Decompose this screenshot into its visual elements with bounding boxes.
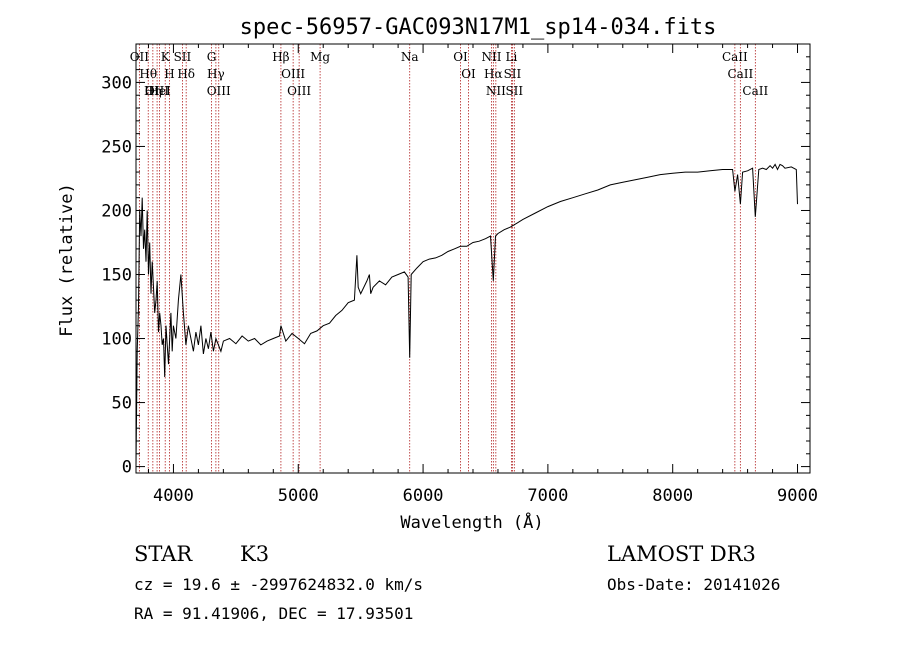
y-tick-label: 300 — [101, 73, 132, 93]
y-tick-label: 250 — [101, 137, 132, 157]
line-label: NII — [486, 84, 506, 98]
line-label: OIII — [287, 84, 311, 98]
line-label: CaII — [742, 84, 768, 98]
x-tick-label: 9000 — [777, 486, 818, 506]
line-label: OI — [461, 67, 476, 81]
line-label: Hδ — [177, 67, 195, 81]
line-label: G — [207, 50, 217, 64]
object-class: STAR — [134, 542, 193, 566]
line-label: K — [161, 50, 171, 64]
line-label: Na — [401, 50, 419, 64]
line-label: SII — [174, 50, 192, 64]
line-label: CaII — [727, 67, 753, 81]
plot-frame — [135, 43, 811, 474]
object-subclass: K3 — [240, 542, 269, 566]
line-label: Li — [506, 50, 518, 64]
y-tick-label: 0 — [122, 458, 132, 478]
y-axis-ticks: 0 50 100 150 200 250 300 — [101, 56, 810, 478]
line-label: OIII — [207, 84, 231, 98]
obs-date: Obs-Date: 20141026 — [607, 575, 780, 594]
spectral-line-labels: OIIHθHηOIIIHeIKHSIIHδGHγOIIIHβOIIIOIIIMg… — [130, 50, 769, 98]
line-label: CaII — [722, 50, 748, 64]
y-tick-label: 200 — [101, 201, 132, 221]
y-tick-label: 100 — [101, 330, 132, 350]
line-label: Mg — [310, 50, 330, 64]
line-label: Hγ — [207, 67, 225, 81]
line-label: OI — [453, 50, 468, 64]
spectral-line-markers — [138, 44, 756, 473]
line-label: SII — [504, 67, 522, 81]
x-axis-label: Wavelength (Å) — [400, 511, 543, 533]
line-label: Hα — [484, 67, 503, 81]
line-label: Hη — [144, 84, 162, 98]
chart-title: spec-56957-GAC093N17M1_sp14-034.fits — [240, 15, 717, 40]
line-label: HeI — [148, 84, 171, 98]
line-label: OIII — [281, 67, 305, 81]
survey-name: LAMOST DR3 — [607, 542, 756, 566]
x-tick-label: 8000 — [652, 486, 693, 506]
line-label: Hβ — [272, 50, 289, 64]
y-tick-label: 150 — [101, 266, 132, 286]
y-tick-label: 50 — [112, 394, 132, 414]
line-label: H — [164, 67, 174, 81]
spectrum-line — [135, 163, 798, 467]
x-axis-ticks: 4000 5000 6000 7000 8000 9000 — [147, 44, 818, 506]
x-tick-label: 5000 — [278, 486, 319, 506]
redshift-info: cz = 19.6 ± -2997624832.0 km/s — [134, 575, 423, 594]
line-label: SII — [505, 84, 523, 98]
line-label: NII — [481, 50, 501, 64]
y-axis-label: Flux (relative) — [57, 183, 77, 337]
line-label: Hθ — [139, 67, 157, 81]
line-label: OIII — [145, 84, 169, 98]
x-tick-label: 6000 — [403, 486, 444, 506]
x-tick-label: 7000 — [527, 486, 568, 506]
coordinates: RA = 91.41906, DEC = 17.93501 — [134, 604, 413, 623]
x-tick-label: 4000 — [153, 486, 194, 506]
